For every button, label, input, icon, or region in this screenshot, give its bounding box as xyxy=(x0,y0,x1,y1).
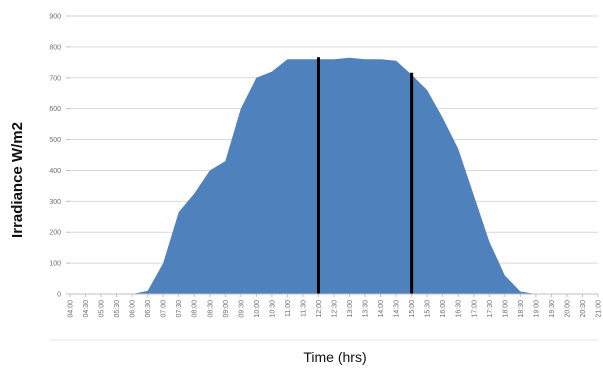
x-tick-label: 10:30 xyxy=(269,300,276,318)
x-tick-label: 09:00 xyxy=(223,300,230,318)
area-fill xyxy=(70,57,598,295)
x-tick-label: 09:30 xyxy=(238,300,245,318)
x-tick-label: 13:30 xyxy=(363,300,370,318)
x-tick-label: 07:00 xyxy=(161,300,168,318)
x-tick-label: 21:00 xyxy=(596,300,603,318)
area-series xyxy=(70,57,598,295)
x-tick-label: 06:30 xyxy=(145,300,152,318)
x-tick-label: 08:30 xyxy=(207,300,214,318)
x-tick-label: 11:30 xyxy=(300,300,307,317)
x-tick-label: 16:00 xyxy=(440,300,447,318)
y-tick-label: 700 xyxy=(49,75,61,82)
x-tick-label: 14:00 xyxy=(378,300,385,318)
x-tick-label: 04:30 xyxy=(83,300,90,318)
x-tick-label: 19:30 xyxy=(549,300,556,318)
y-axis-label: Irradiance W/m2 xyxy=(9,122,26,238)
y-tick-label: 300 xyxy=(49,199,61,206)
x-tick-label: 04:00 xyxy=(68,300,75,318)
x-tick-label: 15:30 xyxy=(425,300,432,318)
x-tick-label: 06:00 xyxy=(130,300,137,318)
x-axis-label: Time (hrs) xyxy=(303,349,366,365)
y-tick-label: 400 xyxy=(49,168,61,175)
x-tick-label: 12:00 xyxy=(316,300,323,318)
x-tick-label: 17:00 xyxy=(471,300,478,318)
x-tick-labels: 04:00 04:30 05:00 05:30 06:00 06:30 07:00 07:30… xyxy=(50,294,603,341)
x-tick-label: 18:00 xyxy=(502,300,509,318)
x-tick-label: 13:00 xyxy=(347,300,354,318)
x-tick-label: 17:30 xyxy=(487,300,494,318)
y-tick-label: 900 xyxy=(49,14,61,21)
y-tick-label: 600 xyxy=(49,106,61,113)
x-tick-label: 05:30 xyxy=(114,300,121,318)
x-tick-label: 16:30 xyxy=(456,300,463,318)
x-tick-label: 10:00 xyxy=(254,300,261,318)
x-tick-label: 14:30 xyxy=(394,300,401,318)
x-tick-label: 11:00 xyxy=(285,300,292,317)
x-tick-label: 05:00 xyxy=(99,300,106,318)
vertical-markers xyxy=(316,57,414,294)
y-tick-label: 800 xyxy=(49,44,61,51)
x-tick-label: 20:00 xyxy=(564,300,571,318)
y-tick-label: 100 xyxy=(49,261,61,268)
x-tick-label: 12:30 xyxy=(332,300,339,318)
y-tick-label: 500 xyxy=(49,137,61,144)
x-tick-label: 18:30 xyxy=(518,300,525,318)
y-tick-label: 200 xyxy=(49,230,61,237)
x-tick-label: 19:00 xyxy=(533,300,540,318)
y-tick-label: 0 xyxy=(57,292,61,299)
x-tick-label: 15:00 xyxy=(409,300,416,318)
x-tick-label: 08:00 xyxy=(192,300,199,318)
x-tick-label: 20:30 xyxy=(580,300,587,318)
y-tick-labels: 0 100 200 300 400 500 600 700 800 900 xyxy=(49,14,70,299)
x-tick-label: 07:30 xyxy=(176,300,183,318)
